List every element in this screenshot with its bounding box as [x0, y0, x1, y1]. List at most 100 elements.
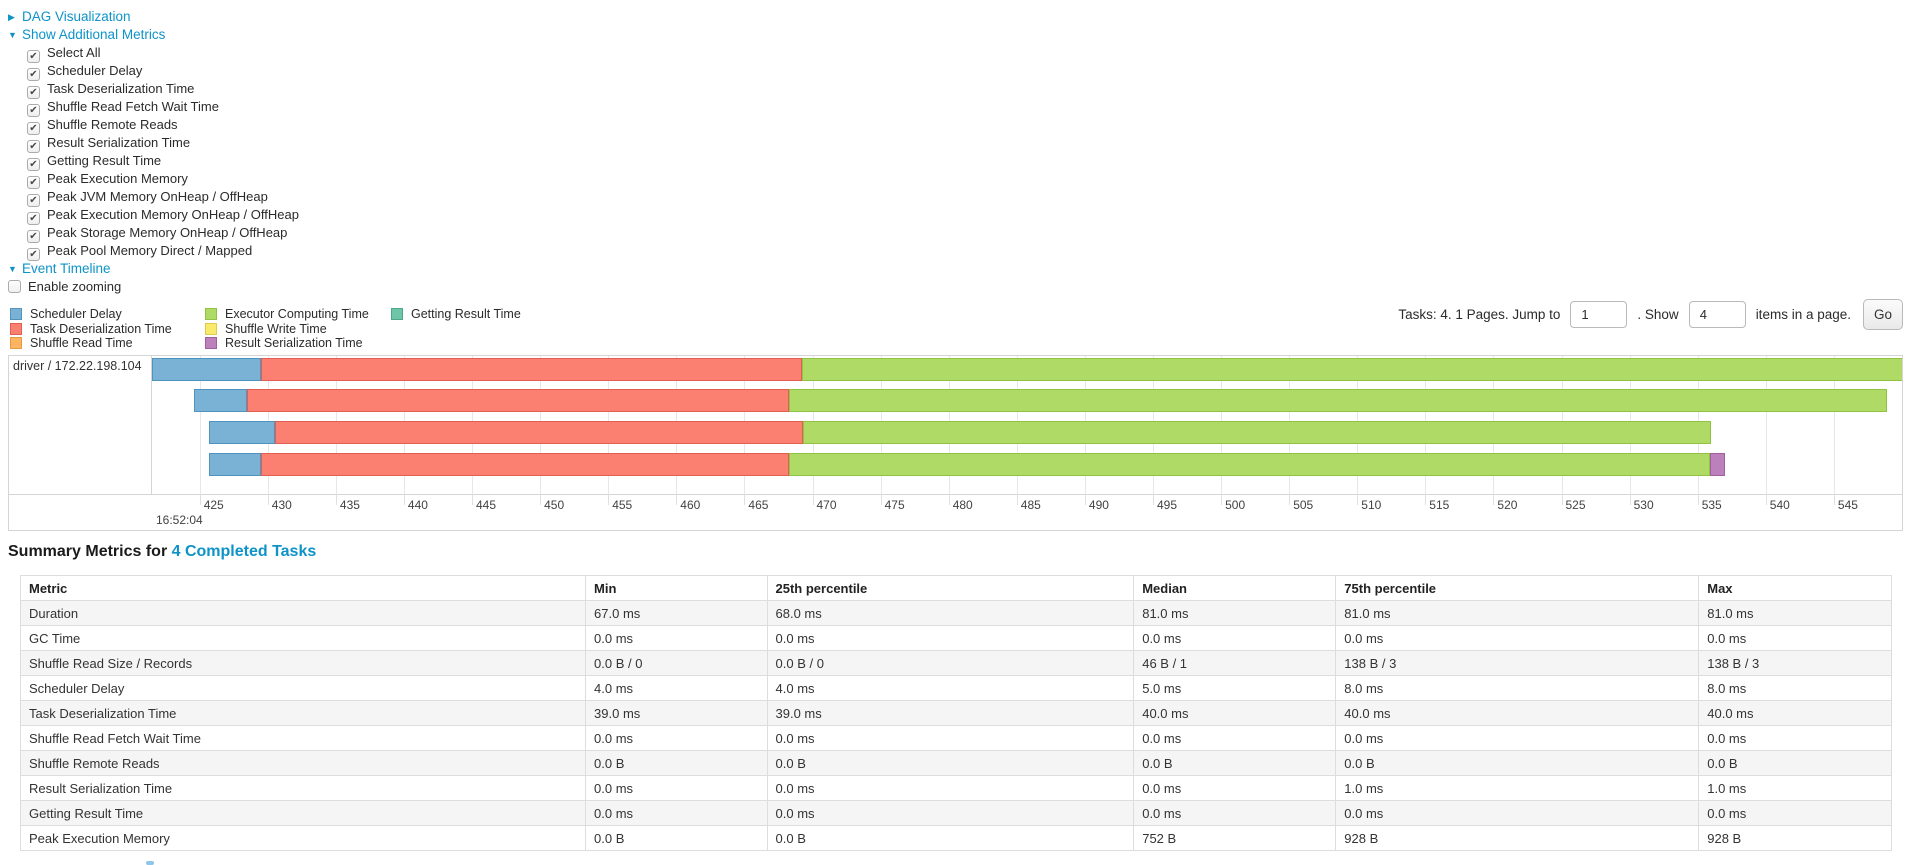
metric-checkbox-getting-result-time[interactable]: ✔ Getting Result Time: [8, 152, 299, 171]
metric-checkbox-label: Scheduler Delay: [47, 63, 143, 78]
checkbox-checked-icon: ✔: [27, 176, 40, 189]
metric-checkbox-peak-jvm-memory-onheap-offheap[interactable]: ✔ Peak JVM Memory OnHeap / OffHeap: [8, 188, 299, 207]
column-header-max: Max: [1698, 575, 1892, 601]
metric-value-cell: 40.0 ms: [1335, 700, 1700, 726]
axis-tick: [1765, 494, 1767, 505]
legend-label: Executor Computing Time: [225, 307, 369, 321]
metric-value-cell: 138 B / 3: [1698, 650, 1892, 676]
table-row-shuffle-read-fetch-wait-time: Shuffle Read Fetch Wait Time 0.0 ms 0.0 ms…: [19, 725, 1892, 751]
metric-value-cell: 0.0 ms: [1698, 725, 1892, 751]
metric-checkbox-peak-execution-memory-onheap-offheap[interactable]: ✔ Peak Execution Memory OnHeap / OffHeap: [8, 206, 299, 225]
table-row-task-deserialization-time: Task Deserialization Time 39.0 ms 39.0 ms 4…: [19, 700, 1892, 726]
axis-tick: [948, 494, 950, 505]
metric-value-cell: 4.0 ms: [585, 675, 768, 701]
axis-tick: [812, 494, 814, 505]
column-header-min: Min: [585, 575, 768, 601]
summary-metrics-heading: Summary Metrics for 4 Completed Tasks: [8, 543, 316, 561]
axis-tick: [744, 494, 746, 505]
metric-value-cell: 0.0 ms: [1335, 800, 1700, 826]
table-row-getting-result-time: Getting Result Time 0.0 ms 0.0 ms 0.0 ms 0.0…: [19, 800, 1892, 826]
go-button[interactable]: Go: [1863, 298, 1903, 330]
metric-value-cell: 0.0 ms: [1133, 775, 1337, 801]
metric-value-cell: 0.0 B: [766, 750, 1135, 776]
checkbox-checked-icon: ✔: [27, 212, 40, 225]
pagination: Tasks: 4. 1 Pages. Jump to . Show items …: [1394, 296, 1903, 332]
legend-label: Scheduler Delay: [30, 307, 122, 321]
metric-name-cell: Shuffle Read Fetch Wait Time: [19, 725, 587, 751]
axis-tick: [608, 494, 610, 505]
metric-checkbox-peak-execution-memory[interactable]: ✔ Peak Execution Memory: [8, 170, 299, 189]
axis-tick: [403, 494, 405, 505]
axis-tick-label: 500: [1225, 498, 1246, 512]
task-4-scheduler_delay-segment: [209, 453, 261, 476]
metric-value-cell: 81.0 ms: [1335, 600, 1700, 626]
metric-checkbox-shuffle-read-fetch-wait-time[interactable]: ✔ Shuffle Read Fetch Wait Time: [8, 98, 299, 117]
task-1-task_deserialization-segment: [260, 358, 802, 381]
metric-checkbox-scheduler-delay[interactable]: ✔ Scheduler Delay: [8, 62, 299, 81]
metric-value-cell: 928 B: [1335, 825, 1700, 851]
metric-value-cell: 4.0 ms: [766, 675, 1135, 701]
legend-swatch-icon: [205, 322, 217, 335]
legend-item-shuffle-write-time: Shuffle Write Time: [205, 322, 369, 337]
event-timeline-toggle[interactable]: ▼ Event Timeline: [8, 260, 299, 278]
pagination-summary-text: Tasks: 4. 1 Pages. Jump to: [1398, 306, 1561, 322]
pagination-suffix-text: items in a page.: [1755, 306, 1851, 322]
checkbox-checked-icon: ✔: [27, 50, 40, 63]
items-per-page-input[interactable]: [1688, 300, 1746, 328]
checkbox-checked-icon: ✔: [27, 230, 40, 243]
column-header-median: Median: [1133, 575, 1337, 601]
axis-tick-label: 520: [1497, 498, 1518, 512]
metric-value-cell: 0.0 ms: [585, 625, 768, 651]
timeline-group-column: driver / 172.22.198.104: [9, 356, 152, 494]
metric-checkbox-shuffle-remote-reads[interactable]: ✔ Shuffle Remote Reads: [8, 116, 299, 135]
metric-checkbox-peak-pool-memory-direct-mapped[interactable]: ✔ Peak Pool Memory Direct / Mapped: [8, 242, 299, 261]
metric-checkbox-peak-storage-memory-onheap-offheap[interactable]: ✔ Peak Storage Memory OnHeap / OffHeap: [8, 224, 299, 243]
table-row-peak-execution-memory: Peak Execution Memory 0.0 B 0.0 B 752 B 928 …: [19, 825, 1892, 851]
dag-visualization-toggle[interactable]: ▶ DAG Visualization: [8, 8, 299, 26]
chevron-down-icon: ▼: [8, 30, 17, 40]
checkbox-checked-icon: ✔: [27, 140, 40, 153]
metric-value-cell: 1.0 ms: [1698, 775, 1892, 801]
metric-value-cell: 0.0 ms: [766, 775, 1135, 801]
metric-name-cell: Shuffle Read Size / Records: [19, 650, 587, 676]
axis-tick: [1016, 494, 1018, 505]
metric-value-cell: 1.0 ms: [1335, 775, 1700, 801]
task-2-task_deserialization-segment: [247, 389, 790, 412]
metric-checkbox-label: Peak Storage Memory OnHeap / OffHeap: [47, 225, 288, 240]
table-row-duration: Duration 67.0 ms 68.0 ms 81.0 ms 81.0 ms 81.0…: [19, 600, 1892, 626]
metric-value-cell: 8.0 ms: [1698, 675, 1892, 701]
metric-checkbox-label: Result Serialization Time: [47, 135, 191, 150]
axis-tick: [1493, 494, 1495, 505]
checkbox-checked-icon: ✔: [27, 248, 40, 261]
axis-tick-label: 530: [1633, 498, 1654, 512]
axis-tick: [199, 494, 201, 505]
axis-tick-label: 485: [1020, 498, 1041, 512]
pagination-show-text: . Show: [1637, 306, 1679, 322]
metric-checkbox-result-serialization-time[interactable]: ✔ Result Serialization Time: [8, 134, 299, 153]
axis-tick: [1833, 494, 1835, 505]
jump-to-page-input[interactable]: [1570, 300, 1628, 328]
metric-value-cell: 39.0 ms: [585, 700, 768, 726]
checkbox-checked-icon: ✔: [27, 104, 40, 117]
legend-item-getting-result-time: Getting Result Time: [391, 307, 521, 322]
completed-tasks-link[interactable]: 4 Completed Tasks: [171, 543, 317, 560]
metric-checkbox-select-all[interactable]: ✔ Select All: [8, 44, 299, 63]
checkbox-checked-icon: ✔: [27, 194, 40, 207]
axis-tick-label: 540: [1769, 498, 1790, 512]
metric-checkbox-label: Peak JVM Memory OnHeap / OffHeap: [47, 189, 268, 204]
show-additional-metrics-toggle[interactable]: ▼ Show Additional Metrics: [8, 26, 299, 44]
legend-item-scheduler-delay: Scheduler Delay: [10, 307, 172, 322]
legend-item-executor-computing-time: Executor Computing Time: [205, 307, 369, 322]
metric-value-cell: 0.0 ms: [1133, 725, 1337, 751]
gridline: [199, 356, 201, 494]
metric-value-cell: 0.0 B: [585, 825, 768, 851]
axis-tick: [1221, 494, 1223, 505]
axis-tick-label: 470: [816, 498, 837, 512]
table-header-row: Metric Min 25th percentile Median 75th perce…: [19, 575, 1892, 601]
enable-zooming-checkbox-row[interactable]: Enable zooming: [8, 278, 299, 296]
metric-value-cell: 8.0 ms: [1335, 675, 1700, 701]
summary-heading-text: Summary Metrics for: [8, 543, 172, 560]
metric-name-cell: Peak Execution Memory: [19, 825, 587, 851]
metric-checkbox-task-deserialization-time[interactable]: ✔ Task Deserialization Time: [8, 80, 299, 99]
metric-name-cell: Result Serialization Time: [19, 775, 587, 801]
